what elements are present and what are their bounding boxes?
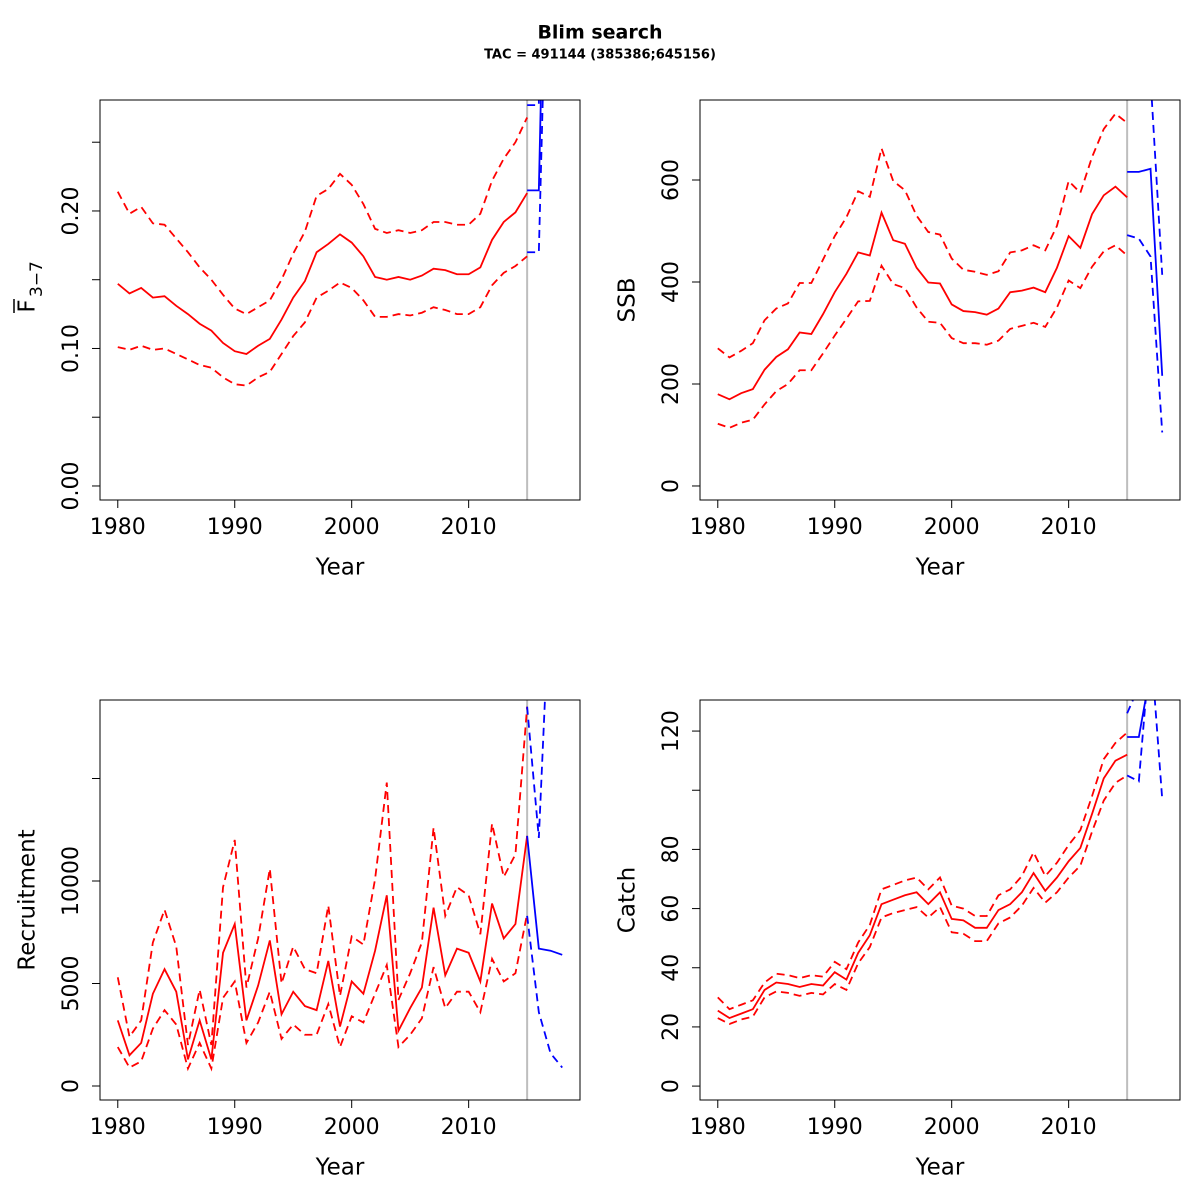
y-axis-label-group: Recruitment <box>15 829 41 970</box>
series-line <box>717 774 1128 1025</box>
figure-title: Blim search <box>537 22 662 44</box>
y-axis-label-group: SSB <box>615 278 641 323</box>
y-tick-label: 40 <box>659 954 684 982</box>
y-tick-label: 0.00 <box>59 461 84 510</box>
series-line <box>717 112 1128 359</box>
plot-area <box>116 700 563 1100</box>
series-line <box>1127 167 1164 376</box>
x-tick-label: 1980 <box>690 515 746 540</box>
plot-area <box>116 100 544 500</box>
series-line <box>527 100 544 254</box>
series-line <box>717 753 1128 1020</box>
series-line <box>717 731 1128 1011</box>
y-tick-label: 400 <box>659 261 684 303</box>
series-line <box>1126 234 1164 433</box>
series-line <box>717 244 1128 429</box>
y-tick-label: 0.20 <box>59 186 84 235</box>
plot-frame <box>99 699 581 1101</box>
x-axis-label: Year <box>915 1155 965 1181</box>
figure-subtitle: TAC = 491144 (385386;645156) <box>484 48 716 63</box>
x-tick-label: 1980 <box>90 515 146 540</box>
y-axis-label: F <box>15 299 41 312</box>
y-tick-label: 200 <box>659 363 684 405</box>
y-axis-label-group: F 3−7 <box>13 261 47 313</box>
plot-area <box>717 100 1164 500</box>
x-axis-label: Year <box>915 555 965 581</box>
y-tick-label: 0.10 <box>59 324 84 373</box>
y-tick-label: 5000 <box>59 955 84 1011</box>
y-tick-label: 600 <box>659 159 684 201</box>
x-tick-label: 2000 <box>324 515 380 540</box>
x-tick-label: 2000 <box>924 1115 980 1140</box>
x-tick-label: 2010 <box>441 515 497 540</box>
y-tick-label: 0 <box>659 1079 684 1093</box>
series-line <box>116 117 528 316</box>
y-axis-label-subscript: 3−7 <box>27 261 47 297</box>
y-tick-label: 0 <box>659 479 684 493</box>
x-tick-label: 2000 <box>324 1115 380 1140</box>
plot-frame <box>699 99 1181 501</box>
x-tick-label: 1980 <box>90 1115 146 1140</box>
x-tick-label: 2000 <box>924 515 980 540</box>
series-line <box>116 835 529 1060</box>
panel: 1980 1990 2000 2010 0 5000 10000 Year Recruitmen… <box>15 699 581 1181</box>
x-tick-label: 1990 <box>807 1115 863 1140</box>
series-line <box>1126 700 1164 800</box>
panel: 1980 1990 2000 2010 0 20 40 60 80 120 Year Catch <box>615 699 1181 1181</box>
x-tick-label: 2010 <box>441 1115 497 1140</box>
series-line <box>116 913 529 1072</box>
series-line <box>526 915 563 1069</box>
x-tick-label: 1990 <box>207 515 263 540</box>
y-tick-label: 120 <box>659 710 684 752</box>
plot-frame <box>99 99 581 501</box>
y-tick-label: 20 <box>659 1013 684 1041</box>
panel: 1980 1990 2000 2010 0 200 400 600 Year SSB <box>615 99 1181 581</box>
panel: 1980 1990 2000 2010 0.00 0.10 0.20 Year F 3−7 <box>13 99 581 581</box>
x-tick-label: 2010 <box>1041 515 1097 540</box>
y-axis-label: Catch <box>615 867 641 933</box>
series-line <box>717 185 1128 401</box>
x-tick-label: 1980 <box>690 1115 746 1140</box>
y-tick-label: 0 <box>59 1079 84 1093</box>
x-tick-label: 2010 <box>1041 1115 1097 1140</box>
x-tick-label: 1990 <box>807 515 863 540</box>
series-line <box>117 192 528 355</box>
y-tick-label: 10000 <box>59 846 84 916</box>
y-axis-label: Recruitment <box>15 829 41 970</box>
y-tick-label: 80 <box>659 835 684 863</box>
series-line <box>527 100 540 106</box>
series-line <box>1127 700 1147 738</box>
y-axis-label-group: Catch <box>615 867 641 933</box>
series-line <box>117 255 528 387</box>
x-axis-label: Year <box>315 1155 365 1181</box>
series-line <box>526 835 563 956</box>
x-axis-label: Year <box>315 555 365 581</box>
x-tick-label: 1990 <box>207 1115 263 1140</box>
series-line <box>527 100 542 192</box>
plot-area <box>717 700 1164 1100</box>
y-axis-label: SSB <box>615 278 641 323</box>
series-line <box>526 700 546 839</box>
series-line <box>116 706 529 1046</box>
plot-frame <box>699 699 1181 1101</box>
y-tick-label: 60 <box>659 895 684 923</box>
